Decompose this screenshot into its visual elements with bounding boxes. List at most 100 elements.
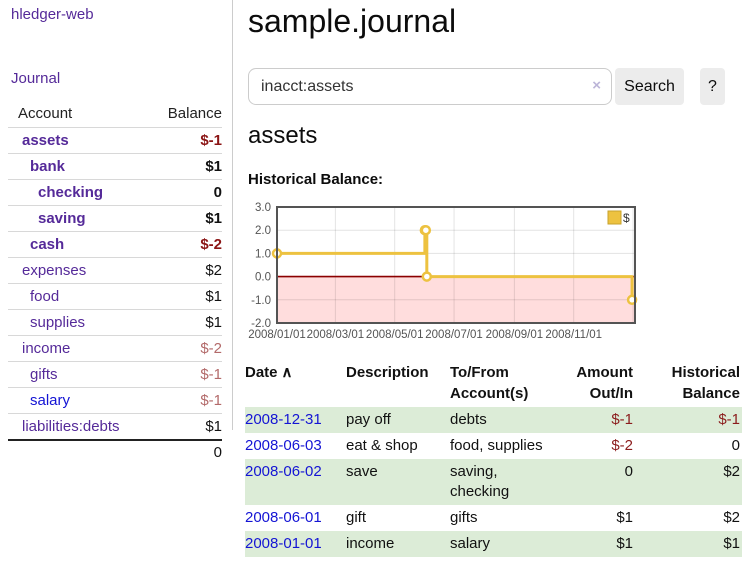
account-link-bank[interactable]: bank (30, 158, 66, 175)
accounts-rows: assets $-1 bank $1 checking 0 saving $1 cash $-2 e… (8, 127, 222, 439)
account-balance: $-1 (200, 392, 222, 409)
account-balance: $1 (205, 418, 222, 435)
search-box: × (248, 68, 612, 105)
transaction-date-link[interactable]: 2008-01-01 (245, 535, 322, 552)
account-row: liabilities:debts $1 (8, 413, 222, 439)
transaction-amount: $-1 (611, 411, 633, 428)
account-link-expenses[interactable]: expenses (22, 262, 87, 279)
search-input[interactable] (248, 68, 612, 105)
account-link-cash[interactable]: cash (30, 236, 65, 253)
transaction-accounts: salary (450, 535, 491, 552)
chart-data-point (421, 271, 433, 282)
transaction-date-cell: 2008-06-02 (245, 462, 346, 502)
account-row: gifts $-1 (8, 361, 222, 387)
y-axis-tick-label: 0.0 (255, 272, 271, 284)
account-row: cash $-2 (8, 231, 222, 257)
header-description: Description (346, 364, 429, 381)
account-row: checking 0 (8, 179, 222, 205)
transaction-row: 2008-06-02 save saving, checking 0 $2 (245, 459, 742, 505)
accounts-table-header: Account Balance (8, 101, 222, 127)
x-axis-tick-label: 2008/09/01 (486, 329, 544, 341)
transaction-date-link[interactable]: 2008-06-02 (245, 463, 322, 480)
sidebar: hledger-web Journal Account Balance asse… (0, 0, 233, 461)
transaction-balance: $-1 (718, 411, 740, 428)
y-axis-tick-label: -2.0 (251, 318, 271, 330)
account-link-supplies[interactable]: supplies (30, 314, 86, 331)
account-row: expenses $2 (8, 257, 222, 283)
header-balance: Historical Balance (671, 364, 740, 402)
chart-legend: $ (607, 210, 630, 225)
brand-link[interactable]: hledger-web (11, 6, 94, 23)
account-balance: $-1 (200, 132, 222, 149)
sort-ascending-icon: ∧ (281, 364, 293, 381)
sidebar-item-journal[interactable]: Journal (11, 70, 61, 87)
y-axis-tick-label: 3.0 (255, 202, 271, 214)
register-table-header: Date ∧ Description To/From Account(s) Amo… (245, 362, 742, 407)
chart-border (276, 206, 636, 324)
transaction-date-link[interactable]: 2008-06-01 (245, 509, 322, 526)
header-date[interactable]: Date ∧ (245, 364, 293, 381)
chart-title: Historical Balance: (248, 171, 384, 188)
account-balance: $2 (205, 262, 222, 279)
account-link-gifts[interactable]: gifts (30, 366, 58, 383)
transaction-amount: $1 (616, 509, 633, 526)
transaction-date-cell: 2008-06-03 (245, 436, 346, 456)
transaction-description: save (346, 463, 378, 480)
account-row: salary $-1 (8, 387, 222, 413)
account-balance: $1 (205, 288, 222, 305)
transaction-balance: $1 (723, 535, 740, 552)
account-link-liabilities-debts[interactable]: liabilities:debts (22, 418, 120, 435)
help-button[interactable]: ? (700, 68, 725, 105)
register-rows: 2008-12-31 pay off debts $-1 $-1 2008-06-03 ea… (245, 407, 742, 557)
transaction-accounts: saving, checking (450, 463, 510, 500)
account-balance: $-1 (200, 366, 222, 383)
transaction-description: gift (346, 509, 367, 526)
transaction-amount: $-2 (611, 437, 633, 454)
account-balance: $1 (205, 314, 222, 331)
transaction-amount: 0 (624, 463, 633, 480)
transaction-row: 2008-06-01 gift gifts $1 $2 (245, 505, 742, 531)
page-title: sample.journal (248, 3, 457, 39)
account-row: supplies $1 (8, 309, 222, 335)
account-link-food[interactable]: food (30, 288, 60, 305)
account-balance: $1 (205, 210, 222, 227)
y-axis-tick-label: 2.0 (255, 225, 271, 237)
account-row: saving $1 (8, 205, 222, 231)
accounts-header-balance: Balance (167, 105, 222, 122)
x-axis-tick-label: 2008/11/01 (545, 329, 602, 341)
account-link-assets[interactable]: assets (22, 132, 69, 149)
chart-negative-region (277, 276, 635, 323)
accounts-header-account: Account (18, 105, 73, 122)
transaction-row: 2008-12-31 pay off debts $-1 $-1 (245, 407, 742, 433)
y-axis-tick-label: -1.0 (251, 295, 271, 307)
legend-swatch (607, 210, 622, 225)
clear-search-icon[interactable]: × (592, 77, 601, 94)
transaction-date-link[interactable]: 2008-12-31 (245, 411, 322, 428)
account-balance: $-2 (200, 236, 222, 253)
transaction-date-link[interactable]: 2008-06-03 (245, 437, 322, 454)
account-row: assets $-1 (8, 127, 222, 153)
account-row: food $1 (8, 283, 222, 309)
transaction-balance: 0 (731, 437, 740, 454)
account-heading: assets (248, 122, 318, 149)
account-link-income[interactable]: income (22, 340, 71, 357)
transaction-date-cell: 2008-06-01 (245, 508, 346, 528)
account-balance: $-2 (200, 340, 222, 357)
transaction-description: eat & shop (346, 437, 418, 454)
register-table: Date ∧ Description To/From Account(s) Amo… (245, 362, 742, 557)
transaction-date-cell: 2008-01-01 (245, 534, 346, 554)
transaction-description: pay off (346, 411, 391, 428)
account-link-salary[interactable]: salary (30, 392, 71, 409)
search-button[interactable]: Search (615, 68, 684, 105)
transaction-accounts: gifts (450, 509, 478, 526)
account-link-checking[interactable]: checking (38, 184, 104, 201)
account-row: income $-2 (8, 335, 222, 361)
x-axis-tick-label: 2008/05/01 (366, 329, 424, 341)
account-balance: $1 (205, 158, 222, 175)
transaction-row: 2008-01-01 income salary $1 $1 (245, 531, 742, 557)
transaction-accounts: debts (450, 411, 487, 428)
x-axis-tick-label: 2008/07/01 (425, 329, 483, 341)
account-link-saving[interactable]: saving (38, 210, 86, 227)
